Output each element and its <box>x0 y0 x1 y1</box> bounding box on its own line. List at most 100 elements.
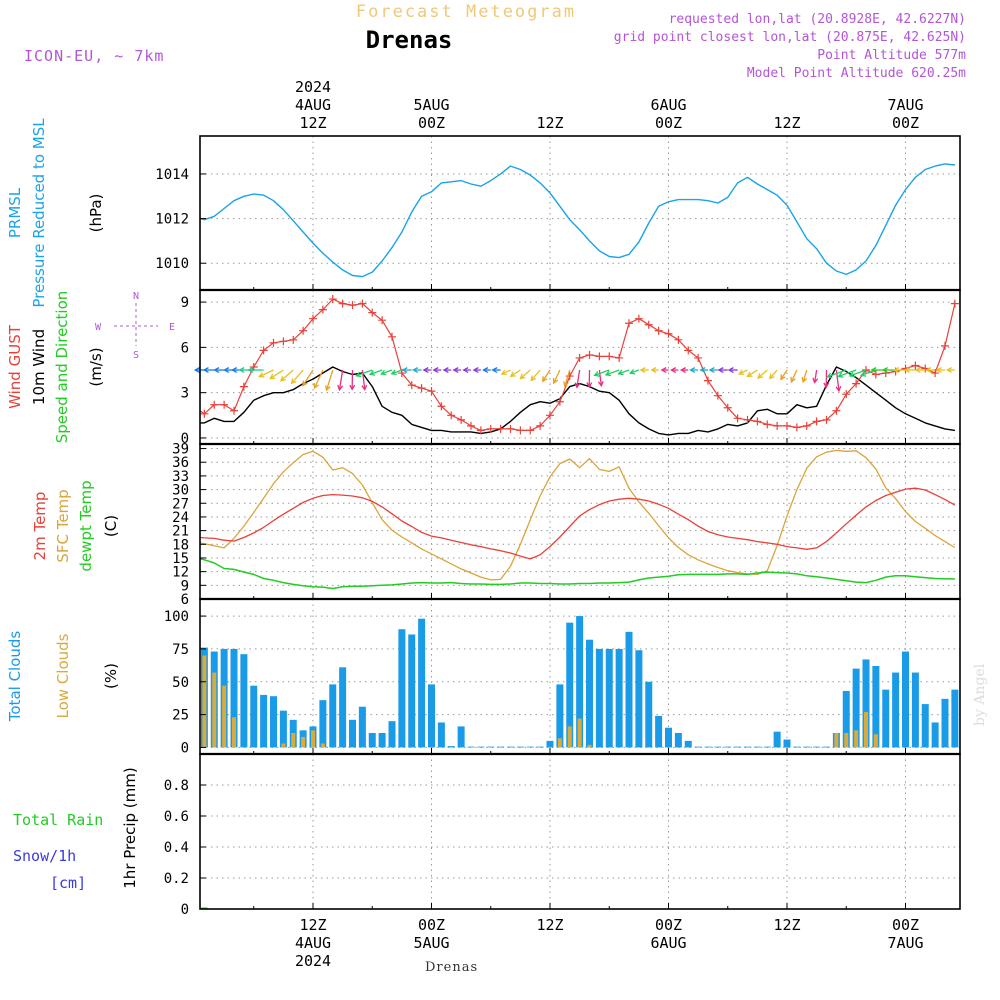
total-cloud-bar <box>753 746 761 748</box>
total-cloud-bar <box>349 719 356 748</box>
wind-gust-marker <box>792 423 801 432</box>
low-cloud-bar <box>567 726 572 748</box>
wind-gust-marker <box>506 424 515 433</box>
bottom-time-label: 12Z <box>536 916 563 934</box>
wind-direction-arrow <box>617 369 630 376</box>
wind-direction-arrow <box>355 369 373 378</box>
wind-arrow-head <box>509 371 516 377</box>
wind-direction-arrow <box>247 367 264 373</box>
total-cloud-bar <box>398 629 406 748</box>
y-tick-label: 0.8 <box>164 778 189 794</box>
wind-gust-marker <box>259 346 268 355</box>
wind-arrow-head <box>823 382 830 389</box>
wind-direction-arrow <box>823 370 830 389</box>
wind-arrow-shaft <box>338 369 344 390</box>
y-tick-label: 1012 <box>155 212 189 228</box>
wind-gust-marker <box>615 353 624 362</box>
wind-arrow-head <box>193 367 200 373</box>
wind-direction-arrow <box>432 367 442 373</box>
wind-direction-arrow <box>509 369 521 377</box>
wind-direction-arrow <box>768 369 778 380</box>
wind-arrow-shaft <box>838 369 857 378</box>
wind-direction-arrow <box>699 367 708 373</box>
wind-gust-marker <box>516 426 525 435</box>
wind-gust-marker <box>407 381 416 390</box>
y-tick-label: 27 <box>172 496 189 512</box>
total-cloud-bar <box>823 746 830 748</box>
panel-label-clouds: Total Clouds <box>6 631 24 723</box>
wind-direction-arrow <box>660 367 669 373</box>
wind-arrow-head <box>848 371 855 378</box>
y-tick-label: 36 <box>172 455 189 471</box>
wind-arrow-head <box>628 368 636 375</box>
wind-direction-arrow <box>848 369 867 378</box>
panel-label-precip: [cm] <box>50 874 86 892</box>
wind-arrow-head <box>349 384 356 391</box>
wind-gust-marker <box>378 316 387 325</box>
wind-arrow-head <box>361 384 368 391</box>
total-cloud-bar <box>941 698 949 748</box>
total-cloud-bar <box>467 746 475 748</box>
wind-gust-marker <box>723 403 732 412</box>
total-cloud-bar <box>951 689 959 748</box>
wind-arrow-shaft <box>738 369 748 375</box>
wind-arrow-head <box>412 367 419 373</box>
wind-direction-arrow <box>213 367 225 373</box>
wind-arrow-head <box>401 367 408 373</box>
compass-west: W <box>95 322 102 333</box>
low-cloud-bar <box>577 718 582 748</box>
wind-arrow-head <box>247 367 254 373</box>
wind-arrow-shaft <box>757 369 768 379</box>
panel-label-clouds: (%) <box>102 663 120 689</box>
total-cloud-bar <box>635 650 643 748</box>
total-cloud-bar <box>892 672 900 748</box>
low-cloud-bar <box>873 734 878 748</box>
wind-direction-compass: N S W E <box>95 291 175 361</box>
panel-label-temp: dewpt Temp <box>77 480 95 571</box>
temp-2m-line <box>199 487 956 560</box>
wind-arrow-shaft <box>313 369 324 389</box>
wind-direction-arrow <box>290 369 304 385</box>
total-cloud-bar <box>744 746 751 748</box>
compass-south: S <box>133 350 139 361</box>
top-time-label: 12Z <box>773 114 800 132</box>
wind-gust-marker <box>200 409 209 418</box>
wind-arrow-shaft <box>369 369 383 375</box>
wind-gust-marker <box>704 376 712 385</box>
y-tick-label: 1014 <box>155 167 189 183</box>
wind-direction-arrow <box>491 367 501 373</box>
wind-direction-arrow <box>390 369 403 376</box>
low-cloud-bar <box>311 730 315 748</box>
wind-gust-marker <box>427 387 436 396</box>
wind-gust-marker <box>644 320 653 329</box>
wind-direction-arrow <box>541 369 551 383</box>
total-cloud-bar <box>240 654 248 748</box>
total-cloud-bar <box>674 732 682 748</box>
wind-arrow-head <box>258 372 265 378</box>
location-title: Drenas <box>366 26 453 54</box>
total-cloud-bar <box>516 746 524 748</box>
pressure-line <box>199 163 955 278</box>
wind-direction-arrow <box>837 369 857 378</box>
total-cloud-bar <box>615 648 623 748</box>
y-tick-label: 0 <box>181 902 189 918</box>
wind-arrow-head <box>699 367 706 373</box>
wind-direction-arrow <box>717 367 728 373</box>
wind-direction-arrow <box>586 370 593 389</box>
wind-direction-arrow <box>812 369 819 384</box>
wind-gust-marker <box>753 417 762 426</box>
wind-arrow-head <box>689 367 696 373</box>
panel-label-layer: PRMSL Pressure Reduced to MSL (hPa) Wind GU… <box>6 118 139 892</box>
y-tick-label: 50 <box>172 675 189 691</box>
total-cloud-bar <box>783 739 791 748</box>
wind-arrow-shaft <box>605 369 620 376</box>
total-cloud-bar <box>566 622 574 748</box>
wind-gust-marker <box>447 411 456 420</box>
wind-arrow-shaft <box>780 369 788 380</box>
total-cloud-bar <box>230 648 238 748</box>
wind-direction-arrow <box>258 369 274 378</box>
wind-arrow-head <box>355 371 362 378</box>
total-cloud-bar <box>586 639 593 748</box>
wind-arrow-head <box>491 367 498 373</box>
